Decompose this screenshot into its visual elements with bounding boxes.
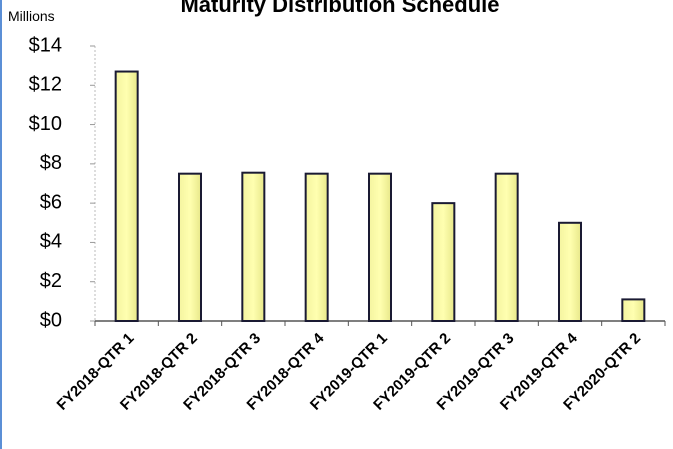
chart-title: Maturity Distribution Schedule xyxy=(180,0,499,17)
y-tick-label: $12 xyxy=(29,74,62,96)
y-tick-label: $8 xyxy=(40,152,62,174)
bar xyxy=(178,172,202,322)
y-tick-label: $2 xyxy=(40,270,62,292)
bar xyxy=(431,202,456,322)
bar xyxy=(558,221,582,323)
y-tick-label: $10 xyxy=(29,113,62,135)
y-axis-label: Millions xyxy=(8,8,55,24)
bar xyxy=(621,298,646,322)
y-tick-label: $14 xyxy=(29,34,62,56)
frame-edge xyxy=(0,0,2,449)
bar xyxy=(114,70,139,322)
bar xyxy=(368,172,392,322)
bar xyxy=(494,172,519,322)
y-tick-label: $0 xyxy=(40,309,62,331)
bar xyxy=(241,171,266,322)
bar xyxy=(304,172,329,322)
y-tick-label: $6 xyxy=(40,191,62,213)
y-tick-label: $4 xyxy=(40,231,62,253)
